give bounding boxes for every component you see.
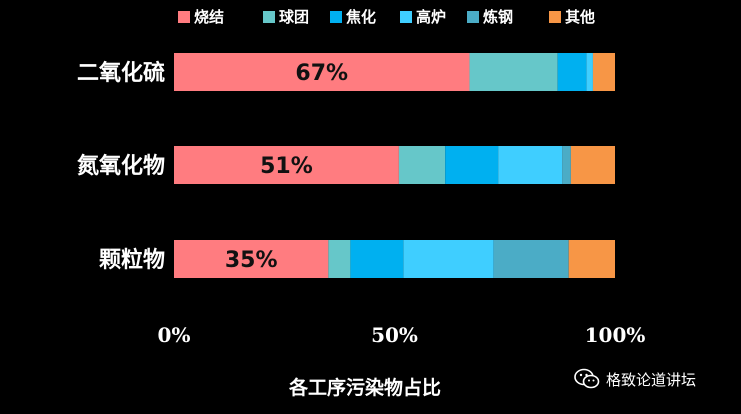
legend-swatch (549, 11, 561, 23)
bar-segment (557, 53, 587, 91)
legend: 烧结 球团 焦化 高炉 炼钢 其他 (178, 8, 595, 26)
bar-segment (498, 146, 563, 184)
legend-swatch (263, 11, 275, 23)
bar-segment (174, 240, 329, 278)
legend-item: 焦化 (330, 8, 376, 26)
legend-item: 烧结 (178, 8, 224, 26)
bar-value-label: 67% (295, 61, 348, 86)
legend-label: 高炉 (416, 8, 446, 26)
category-label: 二氧化硫 (77, 60, 165, 86)
x-axis-ticks: 0% 50% 100% (158, 323, 646, 347)
legend-swatch (400, 11, 412, 23)
legend-item: 高炉 (400, 8, 446, 26)
bar-segment (562, 146, 571, 184)
wechat-icon (574, 368, 600, 389)
bar-value-label: 51% (260, 154, 313, 179)
bar-value-label: 35% (225, 248, 278, 273)
legend-item: 其他 (549, 8, 595, 26)
category-label: 颗粒物 (99, 247, 165, 273)
watermark-text: 格致论道讲坛 (606, 370, 697, 389)
bar-segment (350, 240, 404, 278)
data-labels: 67% 51% 35% (225, 61, 348, 273)
legend-label: 球团 (279, 8, 309, 26)
category-label: 氮氧化物 (77, 153, 165, 179)
bar-segment (174, 146, 399, 184)
watermark: 格致论道讲坛 (574, 368, 696, 390)
bar-segment (445, 146, 499, 184)
legend-label: 炼钢 (483, 8, 513, 26)
bar-segment (592, 53, 615, 91)
bars (174, 53, 615, 278)
bar-segment (570, 146, 615, 184)
bar-segment (586, 53, 593, 91)
bar-segment (328, 240, 351, 278)
bar-segment (398, 146, 446, 184)
bar-segment (174, 53, 470, 91)
legend-item: 球团 (263, 8, 309, 26)
bar-segment (493, 240, 569, 278)
x-tick-label: 50% (371, 323, 418, 347)
legend-swatch (330, 11, 342, 23)
bar-segment (568, 240, 615, 278)
bar-segment (469, 53, 558, 91)
x-tick-label: 100% (585, 323, 646, 347)
x-axis-label: 各工序污染物占比 (288, 376, 441, 399)
legend-item: 炼钢 (467, 8, 513, 26)
legend-label: 焦化 (345, 8, 376, 26)
bar-segment (403, 240, 494, 278)
legend-label: 其他 (565, 8, 595, 26)
legend-swatch (178, 11, 190, 23)
x-tick-label: 0% (158, 323, 191, 347)
legend-swatch (467, 11, 479, 23)
legend-label: 烧结 (194, 8, 224, 26)
